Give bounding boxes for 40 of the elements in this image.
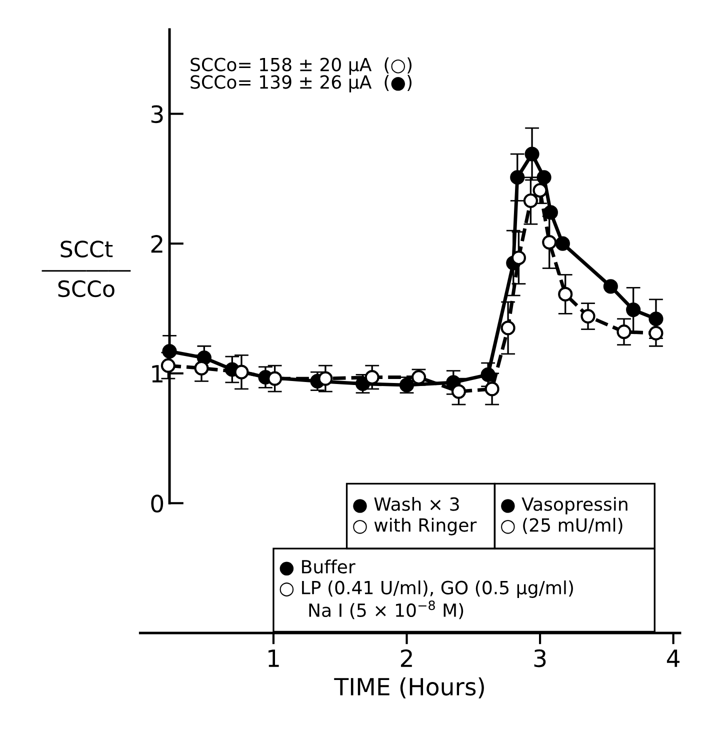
point [268,371,282,386]
annotation: ● Buffer ○ LP (0.41 U/ml), GO (0.5 μg/ml) Na I (5 × 10$^{−8}$ M) [280,560,573,620]
y-tick-label: 0 [151,494,164,512]
point [648,326,664,340]
point [500,320,516,336]
point [558,286,573,302]
y-tick-label: 3 [151,105,163,124]
point [160,358,176,373]
point [451,384,466,399]
point [234,364,249,380]
annotation: ● Wash × 3 ○ with Ringer [353,496,477,536]
point [555,236,570,251]
x-tick-label: 1 [268,650,279,667]
point [318,371,333,386]
point [480,367,496,382]
x-tick-label: 3 [534,649,546,668]
annotation: ● Vasopressin ○ (25 mU/ml) [501,496,628,534]
point [580,308,596,324]
point [543,205,558,220]
annotation: SCCo= 158 ± 20 μA (○) SCCo= 139 ± 26 μA (●) [190,57,412,92]
point [616,324,632,340]
x-tick-label: 4 [666,650,680,667]
point [532,183,548,198]
point [511,250,526,266]
point [542,235,557,250]
point [162,344,177,359]
x-axis-title: TIME (Hours) [334,677,484,698]
y-axis-title: SCCt ―――― SCCo [42,240,131,298]
point [626,302,641,318]
point [536,170,552,185]
point [603,279,618,294]
y-tick-label: 1 [152,365,162,382]
point [524,146,540,162]
point [484,382,500,396]
y-tick-label: 2 [151,235,162,253]
point [510,170,525,185]
point [523,193,538,208]
x-tick-label: 2 [400,649,412,667]
point [648,312,664,326]
point [194,360,209,376]
